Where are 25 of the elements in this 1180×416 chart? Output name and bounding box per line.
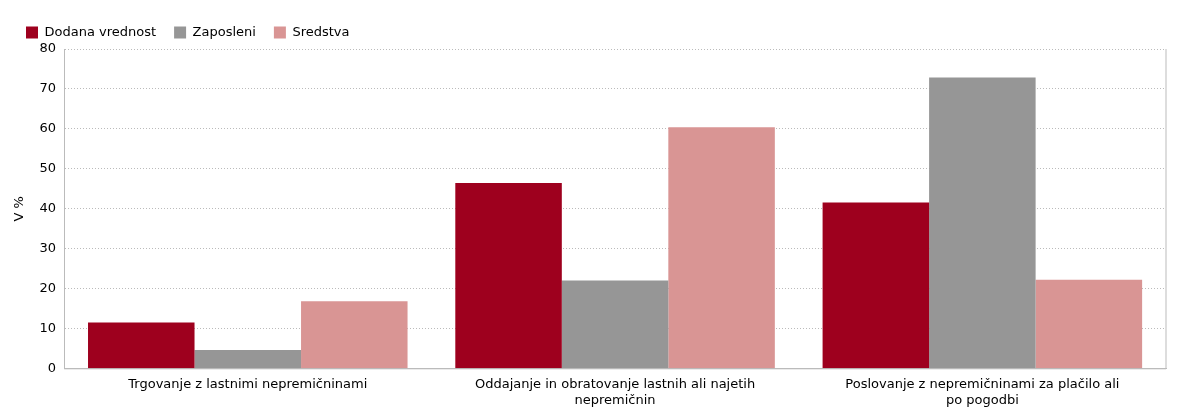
legend-label: Zaposleni [192,23,256,39]
y-axis-title: V % [11,196,27,222]
x-tick-label: Oddajanje in obratovanje lastnih ali najetih nepremičnin [474,375,756,407]
bar [88,322,195,369]
bar [822,202,930,369]
x-tick-label: Poslovanje z nepremičninami za plačilo ali po pogodbi [845,375,1120,407]
y-tick-label: 0 [47,360,57,376]
bar [929,77,1036,369]
y-tick-label: 50 [39,160,57,176]
bar [301,301,408,369]
y-tick-label: 80 [39,40,57,56]
legend-label: Sredstva [292,23,350,39]
x-tick-label: Trgovanje z lastnimi nepremičninami [127,375,368,391]
y-tick-label: 30 [39,240,57,256]
y-tick-label: 20 [39,280,57,296]
bar [668,127,775,369]
bar [561,280,669,369]
bar [1035,279,1143,369]
legend-label: Dodana vrednost [44,23,157,39]
bar [455,182,562,369]
y-tick-label: 70 [39,80,57,96]
y-tick-label: 60 [39,120,57,136]
bar [194,350,302,369]
y-tick-label: 40 [39,200,57,216]
y-tick-label: 10 [39,320,57,336]
